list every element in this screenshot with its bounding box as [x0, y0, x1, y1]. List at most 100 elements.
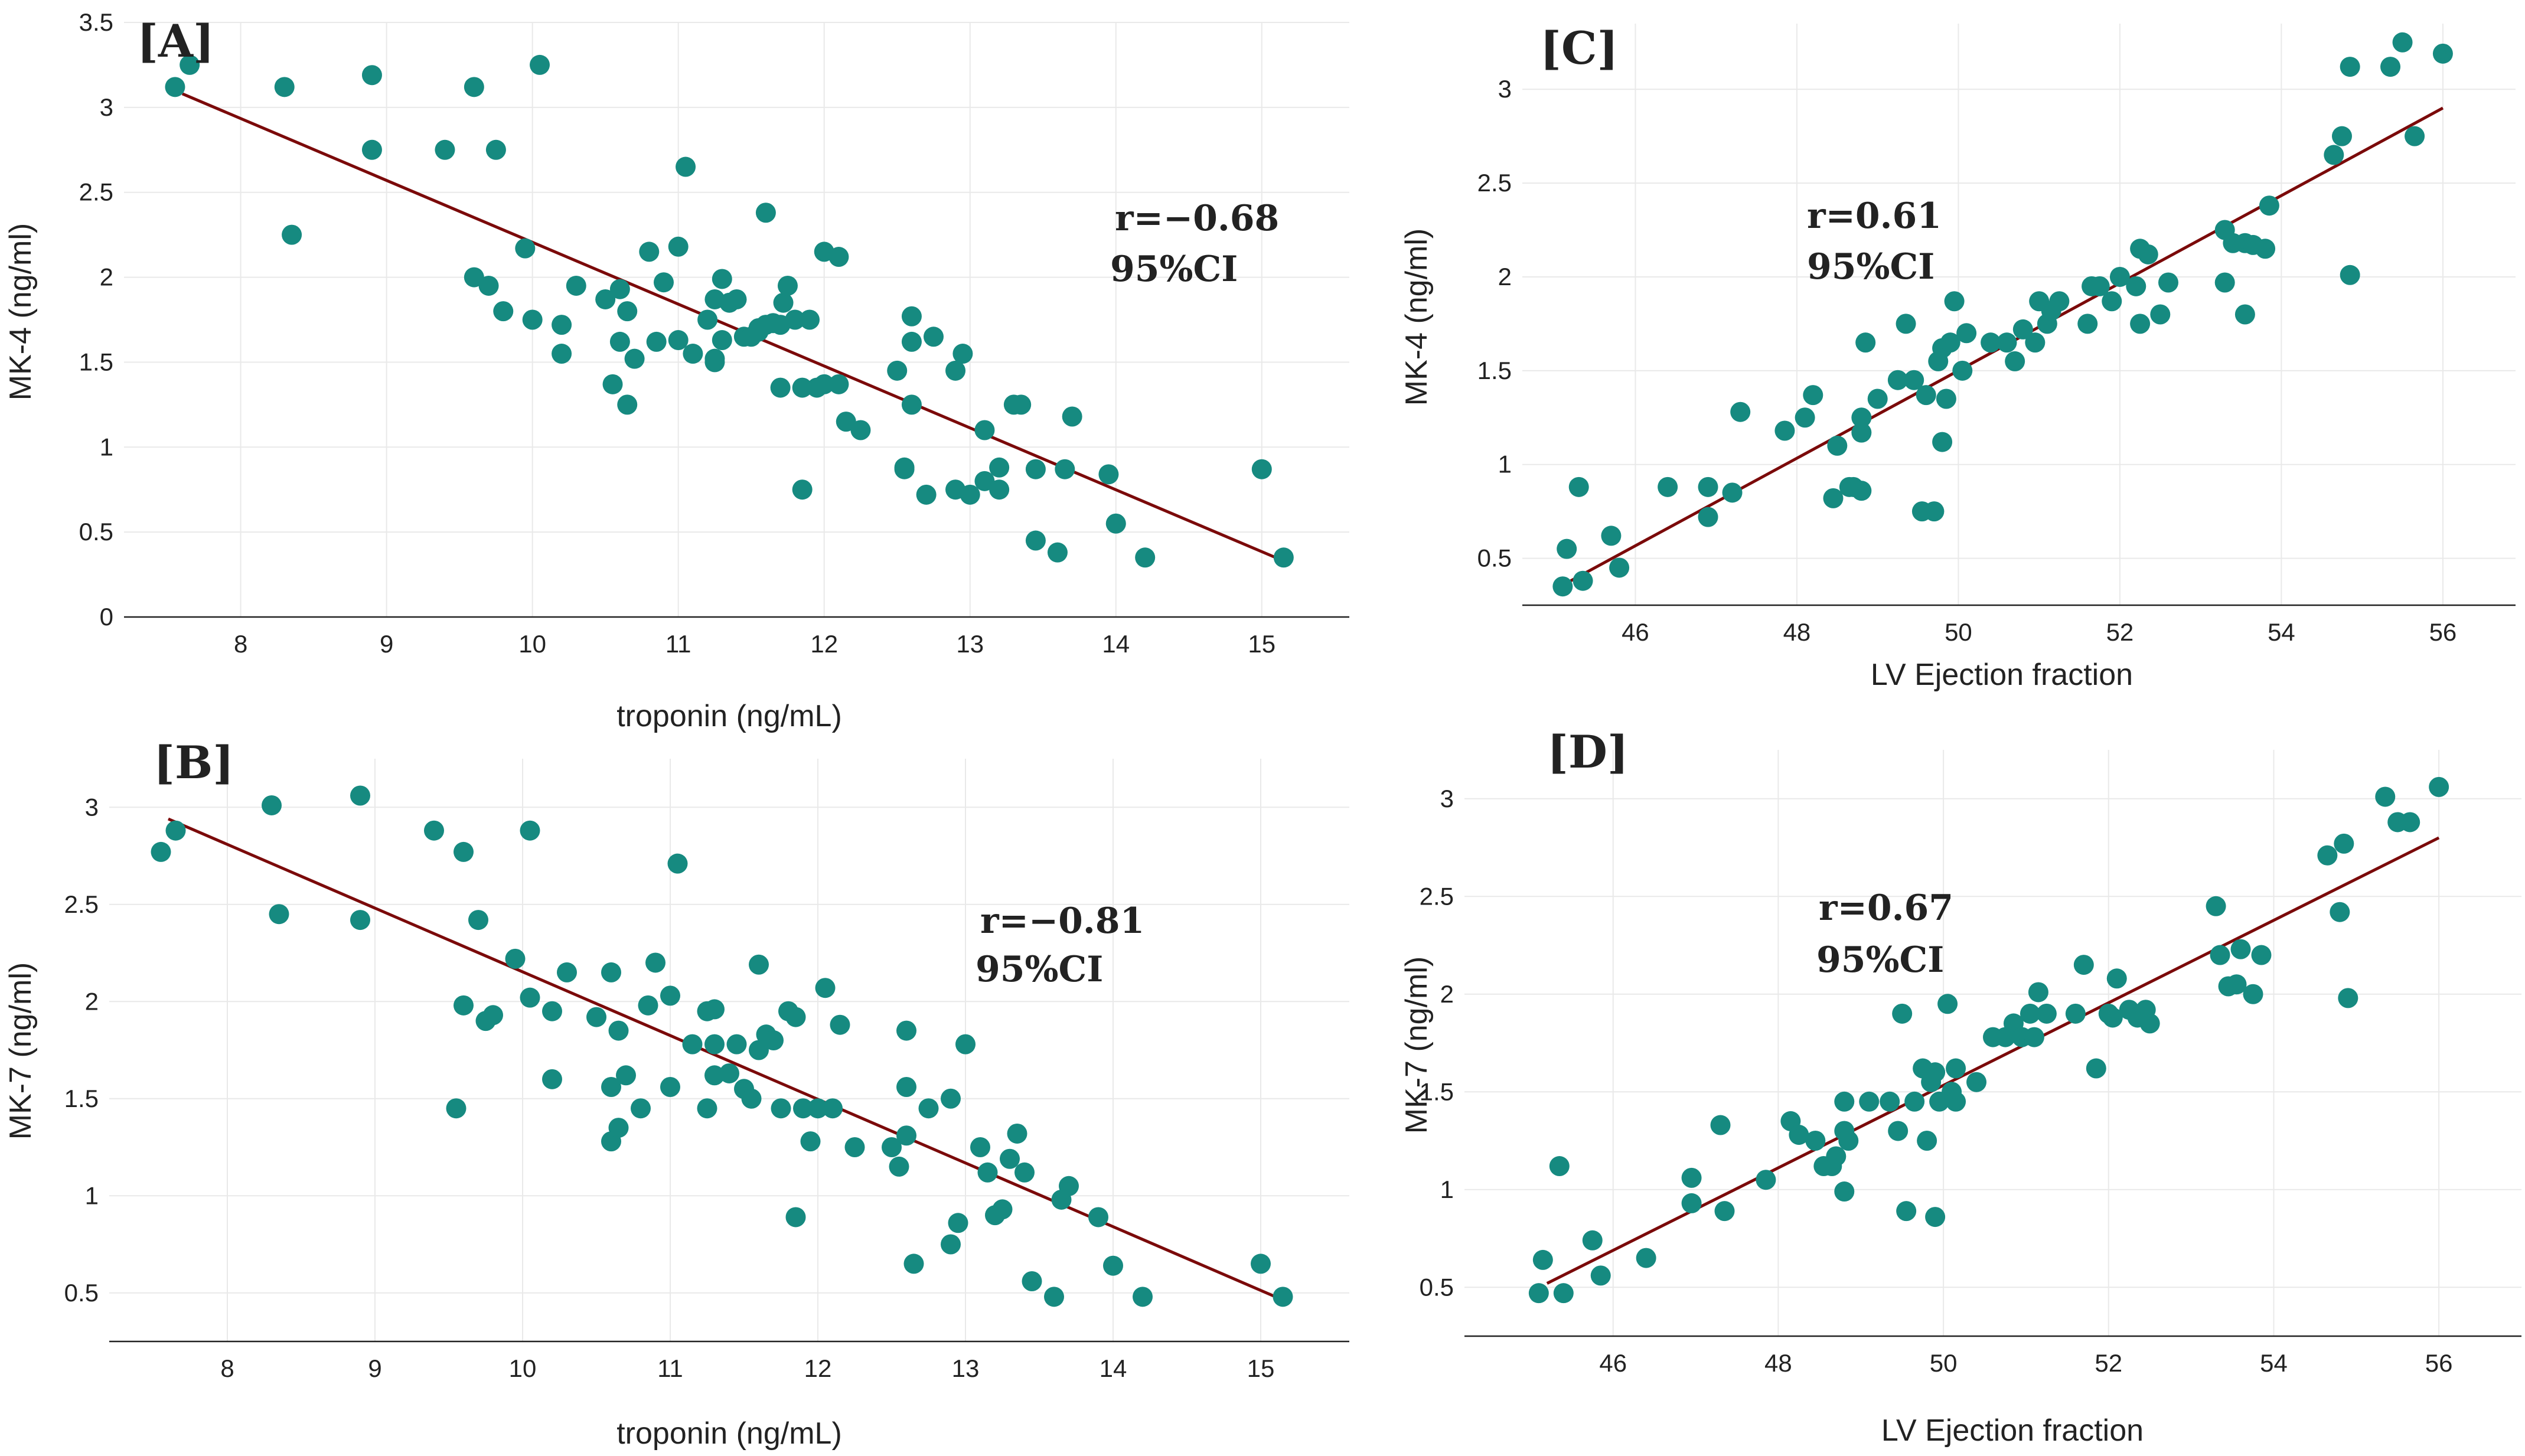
panel-d-data-point: [1549, 1156, 1570, 1177]
panel-a-data-point: [361, 65, 382, 86]
panel-a-y-tick-label: 3.5: [79, 8, 113, 36]
panel-c-data-point: [2089, 276, 2110, 296]
panel-c-data-point: [1552, 576, 1573, 597]
panel-c-data-point: [2049, 291, 2070, 312]
panel-a-data-point: [952, 344, 973, 364]
panel-a-data-point: [704, 352, 725, 373]
panel-c-data-point: [2432, 43, 2453, 64]
panel-c-data-point: [1823, 488, 1844, 508]
panel-d-data-point: [1834, 1091, 1855, 1112]
panel-c-points: [1552, 32, 2453, 597]
panel-d-data-point: [1917, 1131, 1937, 1151]
panel-b-data-point: [896, 1077, 916, 1098]
panel-d: 46 48 50 52 54 56 0.5 1 1.5 2 2.5 3 [D] r=0.67 95%C…: [1399, 726, 2521, 1448]
panel-c-data-point: [1851, 407, 1872, 428]
panel-a-data-point: [361, 139, 382, 160]
panel-c-data-point: [2340, 57, 2360, 77]
panel-d-data-point: [2139, 1013, 2160, 1034]
panel-d-data-point: [1937, 994, 1958, 1014]
panel-c-data-point: [2340, 265, 2360, 285]
panel-b-x-label: troponin (ng/mL): [616, 1416, 842, 1451]
panel-c-data-point: [1904, 370, 1924, 390]
panel-a-data-point: [945, 360, 966, 381]
panel-c-grid: [1522, 24, 2516, 605]
panel-d-data-point: [2028, 982, 2048, 1003]
panel-b-data-point: [557, 962, 577, 982]
panel-d-data-point: [1710, 1115, 1731, 1135]
panel-a-data-point: [624, 348, 645, 369]
panel-d-data-point: [2400, 812, 2420, 833]
panel-b-data-point: [941, 1088, 961, 1109]
panel-b-y-tick-label: 2.5: [64, 890, 99, 918]
panel-b-x-tick-label: 10: [509, 1354, 537, 1382]
panel-d-data-point: [2429, 776, 2449, 797]
panel-c-data-point: [2158, 272, 2178, 293]
panel-b-data-point: [1059, 1176, 1079, 1196]
panel-a-data-point: [916, 484, 937, 505]
panel-b-data-point: [1251, 1253, 1271, 1274]
panel-b-data-point: [1022, 1271, 1042, 1292]
panel-b-data-point: [350, 910, 370, 931]
panel-d-data-point: [2226, 974, 2247, 995]
panel-a-data-point: [712, 269, 732, 289]
panel-d-data-point: [1834, 1181, 1855, 1202]
panel-a-y-tick-label: 0.5: [79, 518, 113, 546]
panel-a: 8 9 10 11 12 13 14 15 0 0.5 1 1.5 2 2.5 3 3.5 [A] r=−0.…: [4, 8, 1349, 733]
panel-b-y-tick-label: 3: [85, 793, 99, 821]
panel-a-data-point: [1025, 459, 1046, 479]
panel-a-data-point: [609, 331, 630, 352]
panel-b-data-point: [601, 1077, 621, 1098]
panel-a-y-tick-label: 1: [100, 433, 113, 461]
panel-b-data-point: [704, 1034, 725, 1055]
panel-b-data-point: [660, 1077, 680, 1098]
panel-d-ci: 95%CI: [1816, 939, 1944, 981]
panel-b-data-point: [505, 948, 526, 969]
panel-c-data-point: [1609, 557, 1630, 578]
panel-b-data-point: [749, 954, 769, 975]
panel-d-data-point: [1532, 1249, 1553, 1270]
panel-c-data-point: [1944, 291, 1965, 312]
panel-b-data-point: [520, 820, 540, 841]
panel-a-data-point: [1047, 542, 1068, 563]
panel-d-data-point: [1896, 1201, 1917, 1222]
panel-d-data-point: [1789, 1125, 1809, 1145]
panel-a-y-tick-label: 1.5: [79, 348, 113, 376]
panel-b-grid: [109, 759, 1349, 1341]
panel-a-data-point: [974, 420, 995, 440]
panel-d-data-point: [1805, 1131, 1826, 1151]
panel-b-x-tick-label: 9: [368, 1354, 381, 1382]
panel-c-data-point: [1730, 401, 1751, 422]
panel-b-data-point: [468, 910, 488, 931]
panel-b-data-point: [1103, 1255, 1123, 1276]
panel-a-data-point: [552, 344, 572, 364]
panel-a-x-tick-label: 8: [234, 630, 247, 658]
panel-d-data-point: [2230, 939, 2251, 959]
panel-b-data-point: [830, 1014, 850, 1035]
panel-d-y-tick-label: 1.5: [1420, 1078, 1454, 1105]
panel-c-data-point: [2109, 266, 2130, 287]
panel-d-data-point: [2206, 896, 2226, 916]
panel-d-data-point: [2065, 1003, 2086, 1024]
panel-a-data-point: [1062, 406, 1082, 427]
panel-b-data-point: [719, 1063, 739, 1083]
panel-b-data-point: [697, 1098, 717, 1119]
panel-a-y-label: MK-4 (ng/ml): [4, 223, 38, 400]
panel-b-x-tick-label: 15: [1247, 1354, 1275, 1382]
panel-d-data-point: [1714, 1201, 1735, 1222]
panel-c-x-tick-label: 46: [1622, 618, 1649, 646]
panel-a-data-point: [639, 241, 660, 262]
panel-d-label: [D]: [1547, 726, 1629, 778]
panel-d-data-point: [1966, 1072, 1987, 1092]
panel-d-data-point: [1859, 1091, 1880, 1112]
panel-d-ticks: 46 48 50 52 54 56 0.5 1 1.5 2 2.5 3: [1420, 785, 2453, 1377]
panel-b-data-point: [808, 1098, 828, 1119]
panel-b-data-point: [992, 1199, 1013, 1220]
panel-b-data-point: [785, 1207, 806, 1228]
panel-d-data-point: [2102, 1007, 2123, 1028]
panel-a-points: [165, 54, 1294, 568]
panel-d-x-tick-label: 52: [2095, 1349, 2122, 1377]
panel-a-data-point: [180, 54, 200, 75]
panel-a-x-tick-label: 15: [1248, 630, 1275, 658]
panel-b-data-point: [586, 1007, 606, 1027]
panel-d-data-point: [2106, 968, 2127, 989]
